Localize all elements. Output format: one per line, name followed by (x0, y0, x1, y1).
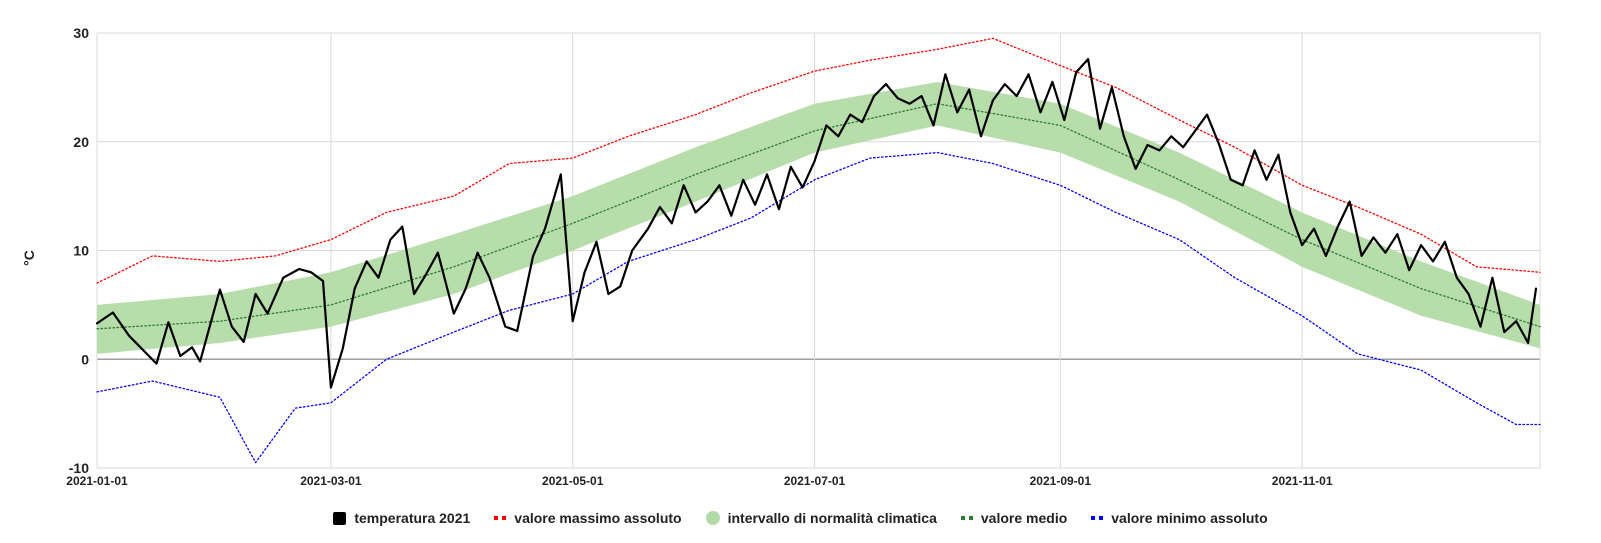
band-layer (97, 81, 1540, 354)
legend-swatch-minimo (1091, 516, 1104, 520)
y-tick-label: 20 (73, 134, 89, 150)
series-line-mean (96, 103, 1541, 330)
series-layer (95, 37, 1541, 464)
legend-item-massimo[interactable]: valore massimo assoluto (494, 510, 682, 526)
y-tick-label: 0 (81, 351, 89, 367)
legend-item-medio[interactable]: valore medio (960, 510, 1068, 526)
x-tick-label: 2021-05-01 (542, 474, 604, 488)
y-tick-label: 10 (73, 243, 89, 259)
legend-swatch-massimo (494, 516, 507, 520)
y-tick-label: 30 (73, 25, 89, 41)
x-tick-label: 2021-07-01 (784, 474, 846, 488)
legend-label: valore medio (980, 510, 1068, 526)
band-normal-range (97, 81, 1540, 354)
grid-layer (96, 32, 1541, 469)
legend-label: valore massimo assoluto (514, 510, 682, 526)
x-tick-label: 2021-01-01 (66, 474, 128, 488)
series-line-max (96, 37, 1541, 284)
legend-item-temperatura[interactable]: temperatura 2021 (333, 510, 470, 526)
legend-item-intervallo[interactable]: intervallo di normalità climatica (705, 510, 937, 526)
legend-swatch-temperatura (333, 511, 347, 525)
legend-item-minimo[interactable]: valore minimo assoluto (1091, 510, 1268, 526)
legend-swatch-intervallo (705, 511, 720, 525)
x-tick-label: 2021-09-01 (1030, 474, 1092, 488)
legend: temperatura 2021 valore massimo assoluto… (0, 510, 1601, 526)
legend-label: valore minimo assoluto (1111, 510, 1268, 526)
series-line-temperatura (95, 58, 1538, 389)
x-tick-label: 2021-03-01 (300, 474, 362, 488)
legend-label: temperatura 2021 (354, 510, 471, 526)
series-line-min (96, 151, 1541, 464)
y-axis-label: °C (21, 250, 37, 266)
legend-label: intervallo di normalità climatica (727, 510, 937, 526)
y-tick-label: -10 (69, 460, 89, 476)
x-tick-label: 2021-11-01 (1272, 474, 1333, 488)
legend-swatch-medio (960, 516, 973, 520)
